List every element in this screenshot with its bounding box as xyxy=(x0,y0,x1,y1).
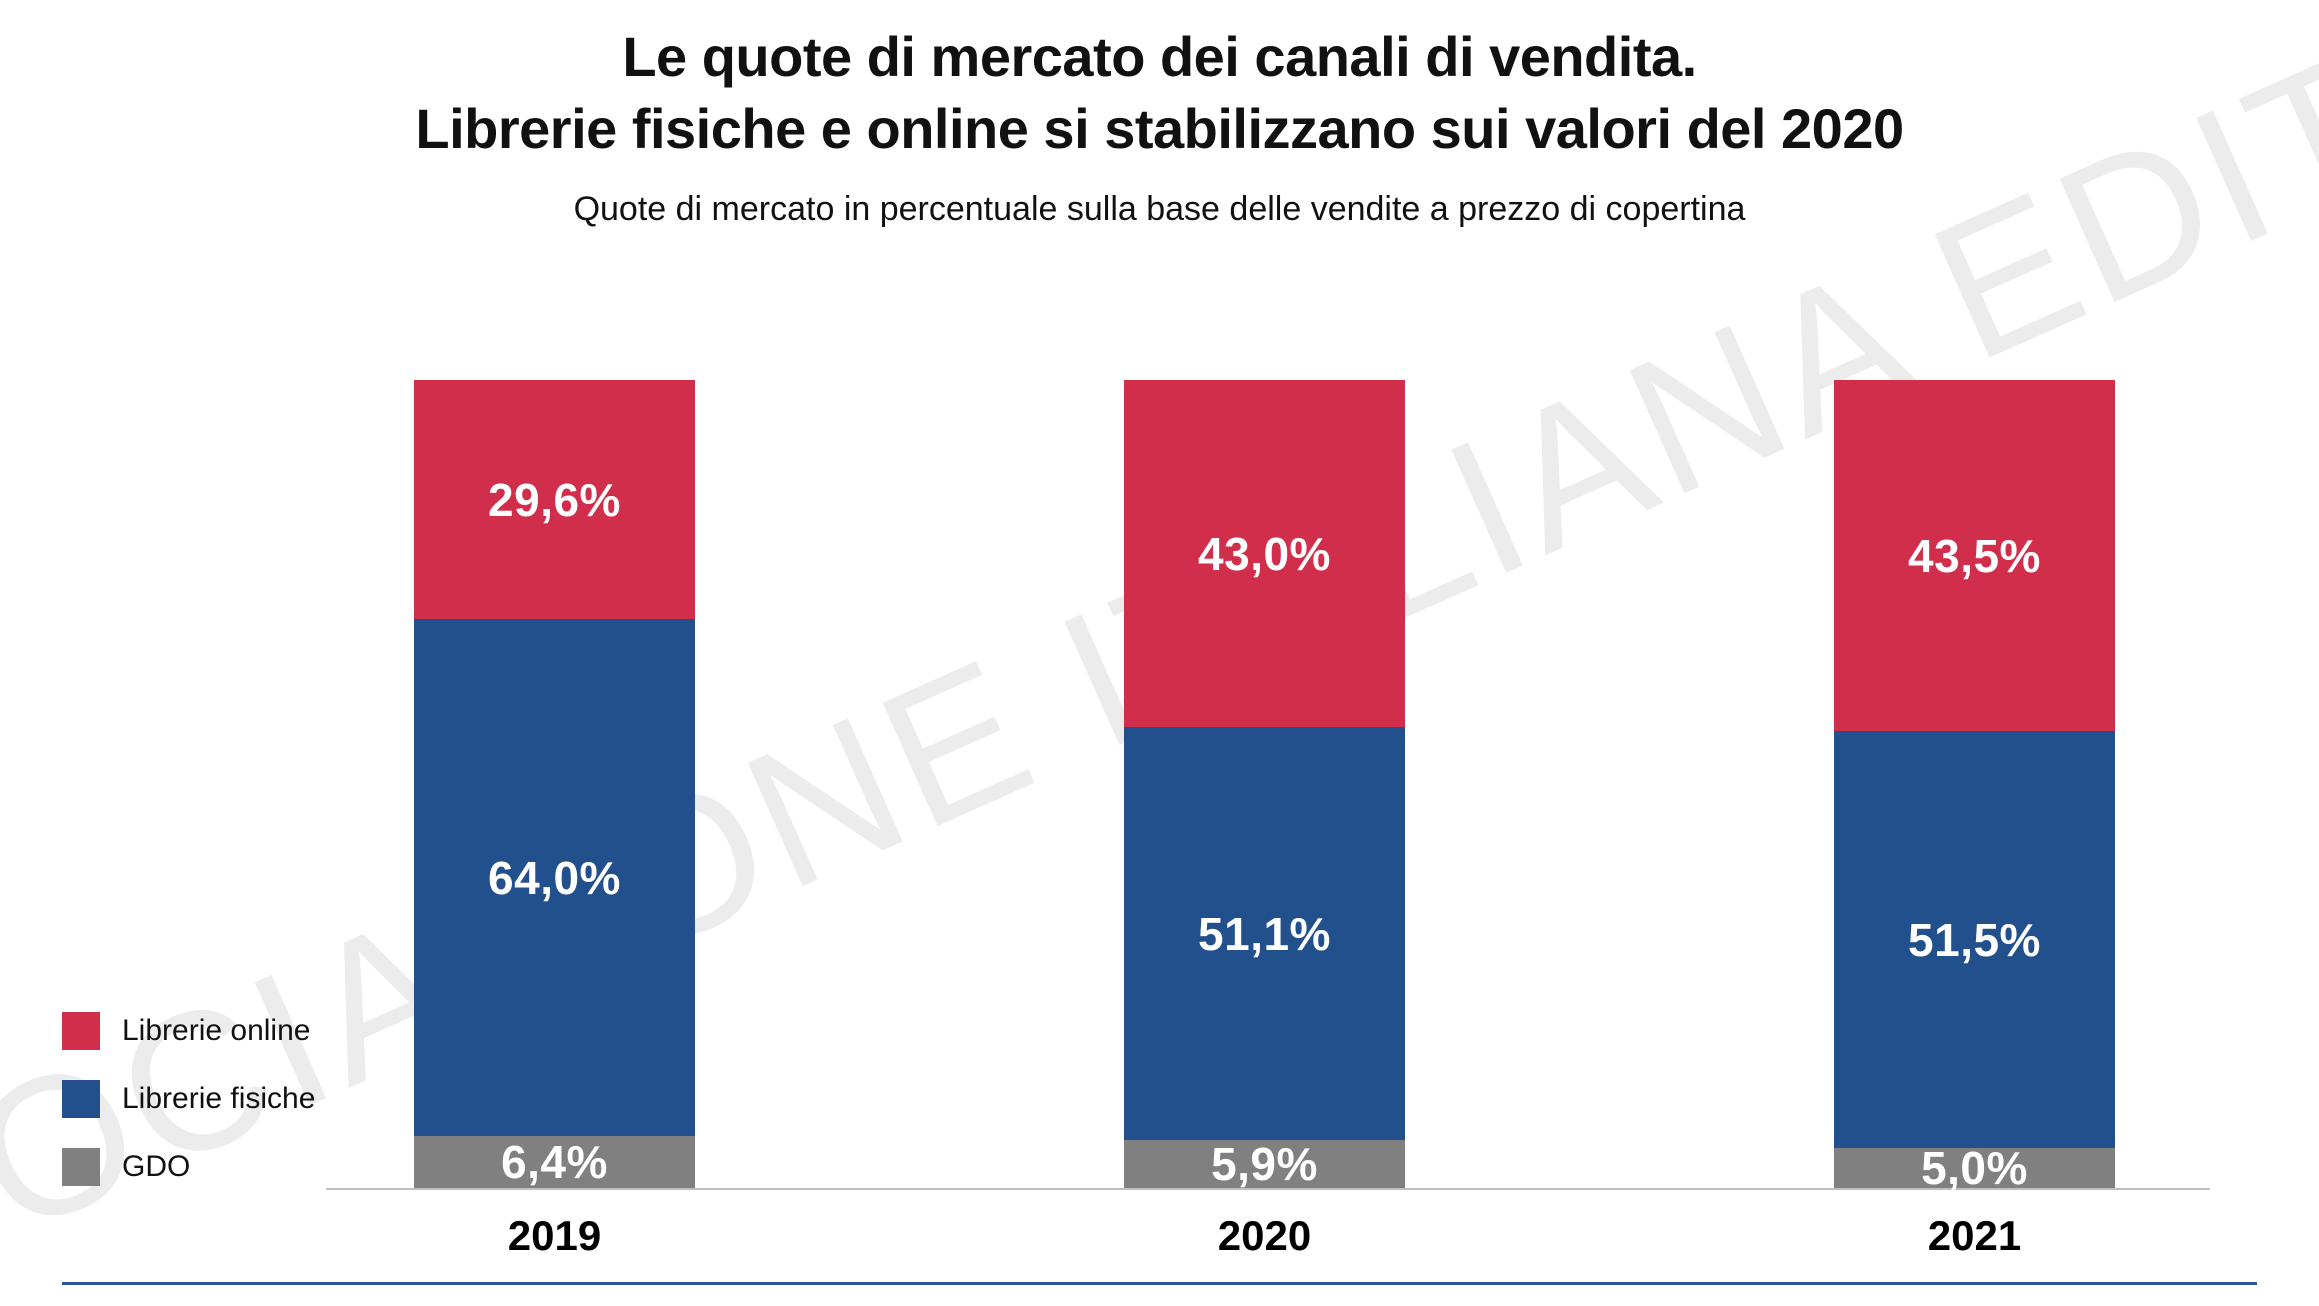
x-axis-category-label: 2021 xyxy=(1927,1212,2022,1259)
bar-value-label: 51,1% xyxy=(1198,907,1331,960)
bar-value-label: 43,5% xyxy=(1908,529,2041,582)
legend-item[interactable]: Librerie fisiche xyxy=(62,1068,315,1130)
bar-segment[interactable]: 43,5% xyxy=(1834,380,2115,732)
chart-legend: Librerie online Librerie fisiche GDO xyxy=(62,1000,315,1204)
bar-value-label: 64,0% xyxy=(488,851,621,904)
chart-header: Le quote di mercato dei canali di vendit… xyxy=(0,0,2319,230)
bar-segment[interactable]: 43,0% xyxy=(1124,380,1405,728)
bar-segment[interactable]: 64,0% xyxy=(414,619,695,1137)
bar-segment[interactable]: 29,6% xyxy=(414,380,695,620)
bar-segment[interactable]: 51,5% xyxy=(1834,731,2115,1148)
x-axis-line xyxy=(326,1188,2210,1190)
bar-value-label: 5,0% xyxy=(1921,1141,2028,1194)
bar-group-2021: 5,0% 51,5% 43,5% 2021 xyxy=(1834,0,2115,1306)
bar-value-label: 43,0% xyxy=(1198,527,1331,580)
footer-divider xyxy=(62,1282,2257,1285)
bar-value-label: 29,6% xyxy=(488,473,621,526)
legend-item-label: Librerie online xyxy=(122,1014,311,1047)
bar-segment[interactable]: 51,1% xyxy=(1124,727,1405,1141)
x-axis-category-label: 2019 xyxy=(507,1212,602,1259)
legend-swatch-icon xyxy=(62,1148,100,1186)
bar-group-2019: 6,4% 64,0% 29,6% 2019 xyxy=(414,0,695,1306)
legend-item-label: Librerie fisiche xyxy=(122,1082,316,1115)
chart-title-line-2: Librerie fisiche e online si stabilizzan… xyxy=(415,97,1904,160)
bar-group-2020: 5,9% 51,1% 43,0% 2020 xyxy=(1124,0,1405,1306)
chart-title-line-1: Le quote di mercato dei canali di vendit… xyxy=(622,25,1697,88)
legend-swatch-icon xyxy=(62,1080,100,1118)
chart-subtitle: Quote di mercato in percentuale sulla ba… xyxy=(573,190,1746,228)
legend-swatch-icon xyxy=(62,1012,100,1050)
legend-item[interactable]: Librerie online xyxy=(62,1000,315,1062)
bar-value-label: 5,9% xyxy=(1211,1138,1318,1191)
x-axis-category-label: 2020 xyxy=(1217,1212,1312,1259)
bar-segment[interactable]: 6,4% xyxy=(414,1136,695,1188)
bar-value-label: 51,5% xyxy=(1908,913,2041,966)
legend-item[interactable]: GDO xyxy=(62,1136,315,1198)
bar-segment[interactable]: 5,9% xyxy=(1124,1138,1405,1191)
legend-item-label: GDO xyxy=(122,1150,191,1183)
bar-value-label: 6,4% xyxy=(501,1136,608,1189)
bar-segment[interactable]: 5,0% xyxy=(1834,1142,2115,1194)
